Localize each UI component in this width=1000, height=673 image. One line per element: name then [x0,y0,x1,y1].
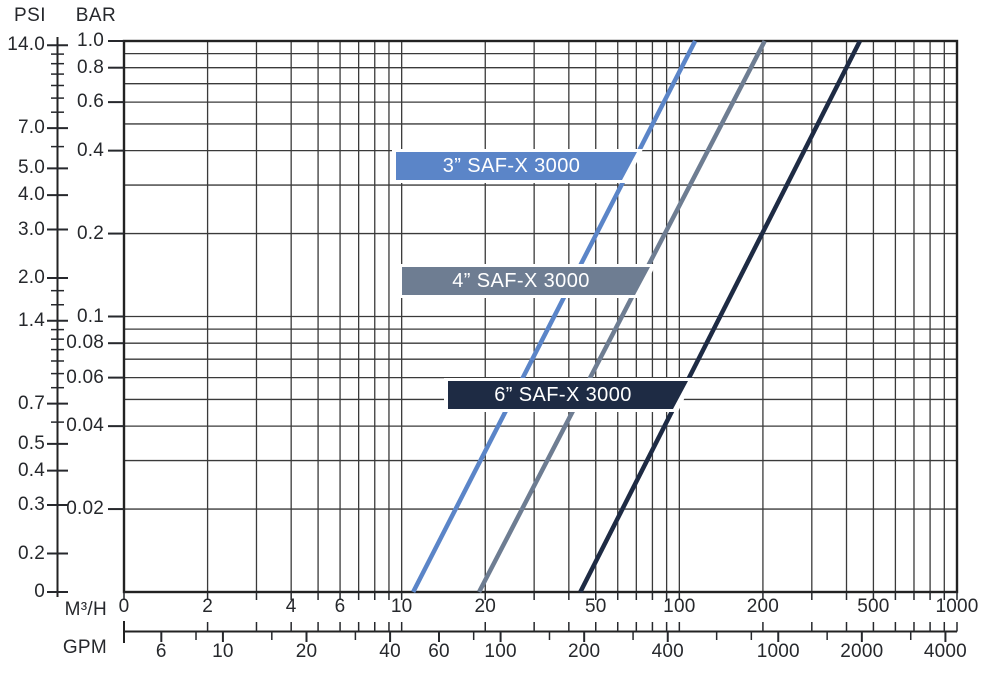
series-label-3in: 3” SAF-X 3000 [396,152,637,180]
gpm-axis-title: GPM [62,637,107,658]
psi-tick-label: 3.0 [17,218,45,240]
bar-tick-label: 0.02 [66,498,104,520]
m3h-tick-label: 1000 [935,596,979,617]
gpm-tick-label: 10 [212,641,234,662]
series-label-4in: 4” SAF-X 3000 [402,267,650,295]
series-label-6in: 6” SAF-X 3000 [448,381,688,409]
psi-tick-label: 1.4 [17,309,45,331]
m3h-tick-label: 2 [202,596,213,617]
bar-tick-label: 1.0 [76,30,104,51]
psi-axis-header: PSI [13,5,47,26]
m3h-tick-label: 10 [390,596,413,617]
m3h-tick-label: 20 [474,596,497,617]
bar-tick-label: 0.08 [66,332,104,354]
series-label-3in-text: 3” SAF-X 3000 [442,154,581,177]
m3h-tick-label: 50 [584,596,607,617]
psi-tick-label: 0.5 [17,432,45,454]
psi-tick-label: 7.0 [17,117,45,139]
psi-tick-label: 5.0 [17,157,45,179]
psi-tick-label: 2.0 [17,267,45,289]
gpm-tick-label: 60 [428,641,450,662]
gpm-tick-label: 4000 [923,641,967,662]
psi-tick-label: 4.0 [17,184,45,206]
bar-tick-label: 0.6 [76,91,104,113]
m3h-tick-label: 0 [118,596,130,617]
series-label-6in-text: 6” SAF-X 3000 [494,383,632,406]
gpm-tick-label: 2000 [840,641,884,662]
bar-tick-label: 0.4 [76,139,104,161]
gpm-tick-label: 200 [568,641,601,662]
psi-tick-label: 0.7 [17,392,45,414]
gpm-tick-label: 20 [295,641,318,662]
m3h-tick-label: 6 [334,596,346,617]
bar-tick-label: 0.8 [76,56,104,78]
m3h-axis-title: M³/H [64,599,107,620]
psi-tick-label: 14.0 [7,34,45,56]
m3h-tick-label: 4 [285,596,297,617]
psi-tick-label: 0.2 [17,542,45,564]
psi-tick-label: 0 [34,581,45,602]
gpm-tick-label: 40 [379,641,401,662]
bar-tick-label: 0.1 [76,305,104,327]
bar-tick-label: 0.04 [66,415,104,437]
m3h-tick-label: 100 [663,596,696,617]
psi-tick-label: 0.3 [17,494,45,516]
bar-axis-header: BAR [75,5,117,26]
gpm-tick-label: 6 [155,641,167,662]
gpm-tick-label: 100 [484,641,517,662]
gpm-tick-label: 400 [651,641,684,662]
psi-tick-label: 0.4 [17,459,45,481]
m3h-tick-label: 200 [746,596,780,617]
series-label-4in-text: 4” SAF-X 3000 [452,269,590,292]
bar-tick-label: 0.06 [66,366,104,388]
m3h-tick-label: 500 [857,596,890,617]
gpm-tick-label: 1000 [756,641,800,662]
bar-tick-label: 0.2 [76,222,104,244]
